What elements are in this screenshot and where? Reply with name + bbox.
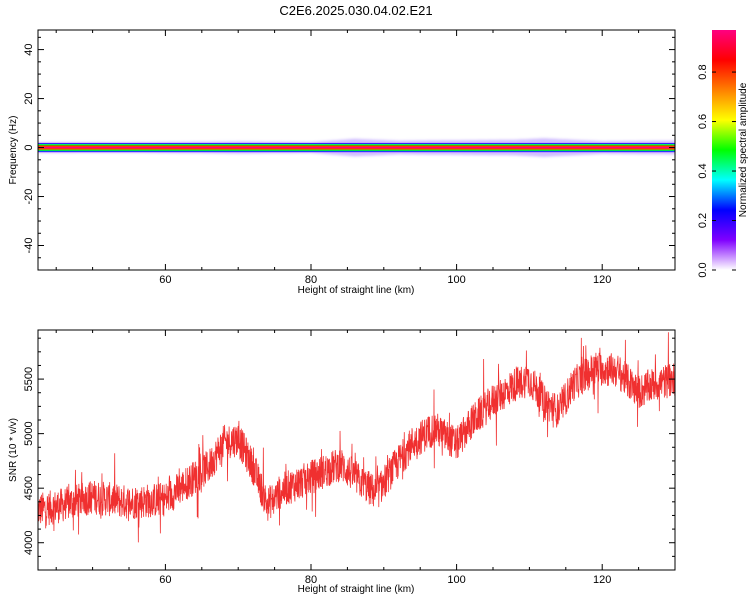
figure-title: C2E6.2025.030.04.02.E21 [279,3,432,18]
spectrogram-x-tick-label: 80 [305,274,317,286]
spectrogram-y-tick-label: -20 [23,189,35,205]
snr-y-tick-label: 4500 [23,476,35,500]
colorbar-tick-label: 0.2 [697,213,709,228]
snr-y-tick-label: 4000 [23,530,35,554]
colorbar-label: Normalized spectral amplitude [738,82,749,217]
snr-frame [37,329,676,571]
colorbar-swatch [712,30,736,270]
spectrogram-y-tick-label: -40 [23,238,35,254]
snr-plot [38,332,675,543]
snr-x-tick-label: 120 [593,574,611,586]
spectrogram-x-tick-label: 120 [593,274,611,286]
colorbar-tick-label: 0.0 [697,262,709,277]
snr-x-axis-label: Height of straight line (km) [298,584,415,595]
snr-y-tick-label: 5000 [23,421,35,445]
snr-panel: 60 80 100 120 4000 4500 5000 5500 Height of str… [8,329,676,595]
snr-series-line [38,332,675,543]
spectrogram-x-tick-label: 100 [447,274,465,286]
spectrogram-band [38,138,675,157]
spectrogram-ticks: 60 80 100 120 40 20 0 -20 -40 [23,30,675,286]
spectrogram-x-axis-label: Height of straight line (km) [298,285,415,296]
spectrogram-y-tick-label: 20 [23,92,35,104]
spectrogram-x-tick-label: 60 [159,274,171,286]
snr-plot-area [38,330,675,570]
snr-x-tick-label: 60 [159,574,171,586]
colorbar-tick-label: 0.8 [697,64,709,79]
spectrogram-y-axis-label: Frequency (Hz) [8,116,19,185]
spectrogram-frame [37,29,676,271]
snr-ticks: 60 80 100 120 4000 4500 5000 5500 [23,330,675,586]
colorbar-tick-label: 0.4 [697,163,709,178]
spectrogram-panel: 60 80 100 120 40 20 0 -20 -40 Height of straight… [8,29,676,296]
colorbar: 0.0 0.2 0.4 0.6 0.8 Normalized spectral ampl… [697,30,749,278]
snr-y-axis-label: SNR (10 * v/v) [8,418,19,482]
colorbar-ticks: 0.0 0.2 0.4 0.6 0.8 [697,64,736,278]
colorbar-tick-label: 0.6 [697,114,709,129]
spectrogram-y-tick-label: 40 [23,43,35,55]
snr-y-tick-label: 5500 [23,367,35,391]
spectrogram-band-layer [38,146,675,149]
spectrogram-y-tick-label: 0 [23,144,35,150]
snr-x-tick-label: 80 [305,574,317,586]
snr-x-tick-label: 100 [447,574,465,586]
